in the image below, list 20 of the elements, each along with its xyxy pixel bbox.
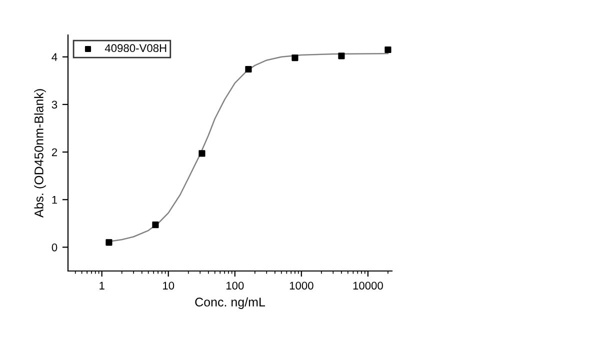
y-tick-label: 2	[52, 148, 58, 156]
point	[245, 66, 252, 73]
x-tick-label: 1	[100, 282, 104, 290]
point	[152, 222, 159, 228]
x-tick-label: 10	[163, 282, 174, 290]
y-tick-label: 0	[52, 243, 58, 252]
y-tick-label: 1	[52, 196, 58, 204]
point	[338, 52, 345, 60]
x-axis-title: Conc. ng/mL	[195, 297, 266, 309]
legend-label: 40980-V08H	[104, 44, 166, 52]
y-tick-label: 3	[52, 100, 58, 109]
x-tick-label: 100	[226, 282, 244, 290]
point	[384, 46, 392, 54]
point	[198, 150, 206, 157]
point	[292, 54, 298, 62]
y-tick-label: 4	[52, 53, 58, 61]
x-tick-label: 1000	[290, 282, 314, 290]
y-axis-title: Abs. (OD450nm-Blank)	[34, 89, 46, 218]
x-tick-label: 10000	[353, 282, 383, 290]
point	[106, 239, 112, 246]
